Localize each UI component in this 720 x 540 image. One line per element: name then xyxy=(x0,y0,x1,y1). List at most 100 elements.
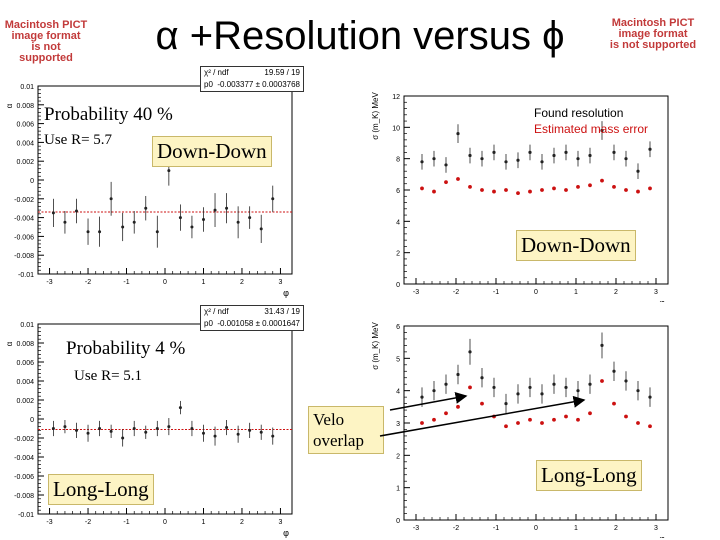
point-found-resolution xyxy=(648,395,652,399)
point-found-resolution xyxy=(432,157,436,161)
point-found-resolution xyxy=(516,158,520,162)
point-found-resolution xyxy=(576,389,580,393)
point-found-resolution xyxy=(516,392,520,396)
point-estimated-mass-error xyxy=(528,189,532,194)
point-found-resolution xyxy=(552,153,556,158)
pict-placeholder-left: Macintosh PICT image format is not suppo… xyxy=(4,20,88,64)
pict-line: is not supported xyxy=(609,39,697,51)
data-point xyxy=(121,436,125,440)
y-tick-label: 4 xyxy=(396,219,400,226)
point-estimated-mass-error xyxy=(552,417,556,422)
point-found-resolution xyxy=(528,385,532,390)
x-tick-label: 0 xyxy=(534,289,538,296)
point-estimated-mass-error xyxy=(444,411,448,416)
data-point xyxy=(167,169,171,173)
point-estimated-mass-error xyxy=(576,184,580,189)
pict-line: Macintosh PICT xyxy=(4,19,88,31)
p0-value: -0.003377 ± 0.0003768 xyxy=(217,80,300,89)
x-tick-label: -3 xyxy=(46,519,52,526)
chi-label: χ² / ndf xyxy=(204,307,229,316)
x-tick-label: -2 xyxy=(85,279,91,286)
legend-estimated: Estimated mass error xyxy=(534,122,649,136)
x-tick-label: 0 xyxy=(163,279,167,286)
y-tick-label: 0.002 xyxy=(16,159,34,166)
data-point xyxy=(225,426,229,430)
label-velo-overlap: Velo overlap xyxy=(308,406,384,454)
legend-found: Found resolution xyxy=(534,106,624,120)
point-estimated-mass-error xyxy=(528,417,532,422)
use-r-bottom: Use R= 5.1 xyxy=(74,368,143,384)
y-tick-label: 4 xyxy=(396,389,400,396)
p0-label: p0 xyxy=(204,319,213,328)
x-tick-label: 2 xyxy=(240,519,244,526)
data-point xyxy=(167,425,171,429)
point-estimated-mass-error xyxy=(588,411,592,416)
point-found-resolution xyxy=(480,157,484,161)
data-point xyxy=(74,209,78,213)
y-tick-label: 6 xyxy=(396,188,400,195)
y-tick-label: -0.004 xyxy=(14,216,34,223)
data-point xyxy=(63,425,67,429)
x-tick-label: 2 xyxy=(614,289,618,296)
chart-top-left: 0.01 0.008 0.006 0.004 0.002 0 -0.002 -0.004 -0.… xyxy=(5,84,293,298)
data-point xyxy=(109,197,113,201)
fit-box-bottom: χ² / ndf 31.43 / 19 p0 -0.001058 ± 0.00016… xyxy=(200,305,304,331)
point-estimated-mass-error xyxy=(552,186,556,191)
point-found-resolution xyxy=(468,350,472,354)
data-point xyxy=(86,230,90,234)
point-estimated-mass-error xyxy=(624,414,628,419)
y-tick-label: -0.01 xyxy=(18,272,34,279)
label-down-down-top: Down-Down xyxy=(152,136,272,167)
p0-value: -0.001058 ± 0.0001647 xyxy=(217,319,300,328)
point-estimated-mass-error xyxy=(636,189,640,194)
point-estimated-mass-error xyxy=(564,188,568,192)
y-tick-label: -0.008 xyxy=(14,493,34,500)
x-tick-label: 3 xyxy=(279,279,283,286)
point-estimated-mass-error xyxy=(624,188,628,192)
point-found-resolution xyxy=(648,147,652,151)
point-estimated-mass-error xyxy=(588,183,592,188)
y-tick-label: 0 xyxy=(30,417,34,424)
y-tick-label: 0.008 xyxy=(16,341,34,348)
arrow-velo-1 xyxy=(389,392,468,411)
x-tick-label: 0 xyxy=(163,519,167,526)
y-tick-label: 2 xyxy=(396,251,400,258)
x-axis-label: φ xyxy=(283,528,289,538)
y-tick-label: 0.002 xyxy=(16,398,34,405)
point-found-resolution xyxy=(600,128,604,133)
point-estimated-mass-error xyxy=(648,186,652,191)
data-point xyxy=(144,430,148,434)
data-point xyxy=(259,227,263,231)
point-found-resolution xyxy=(456,372,460,377)
data-point xyxy=(236,432,240,436)
point-found-resolution xyxy=(456,132,460,136)
y-tick-label: 0.006 xyxy=(16,122,34,129)
y-tick-label: -0.002 xyxy=(14,436,34,443)
x-tick-label: -3 xyxy=(413,525,419,532)
point-estimated-mass-error xyxy=(600,178,604,183)
data-point xyxy=(248,428,252,432)
y-tick-label: 0.004 xyxy=(16,379,34,386)
x-tick-label: -1 xyxy=(493,525,499,532)
y-tick-label: 0.004 xyxy=(16,140,34,147)
arrow-velo-2 xyxy=(379,395,586,437)
x-tick-label: -1 xyxy=(493,289,499,296)
point-estimated-mass-error xyxy=(504,188,508,192)
y-tick-label: -0.006 xyxy=(14,474,34,481)
x-tick-label: -1 xyxy=(123,279,129,286)
x-axis-label: φ xyxy=(659,298,665,302)
slide-title: α +Resolution versus ϕ xyxy=(155,14,565,58)
x-tick-label: -1 xyxy=(123,519,129,526)
point-estimated-mass-error xyxy=(432,189,436,194)
point-estimated-mass-error xyxy=(564,414,568,419)
data-point xyxy=(248,216,252,220)
point-estimated-mass-error xyxy=(612,401,616,406)
x-tick-label: -2 xyxy=(453,289,459,296)
y-tick-label: -0.002 xyxy=(14,197,34,204)
point-found-resolution xyxy=(468,153,472,158)
x-tick-label: 0 xyxy=(534,525,538,532)
point-estimated-mass-error xyxy=(492,189,496,194)
y-axis-label: σ (m_K) MeV xyxy=(372,92,380,140)
label-long-long-right: Long-Long xyxy=(536,460,642,491)
